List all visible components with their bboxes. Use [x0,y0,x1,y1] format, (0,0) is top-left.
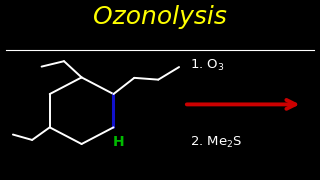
Text: H: H [112,135,124,149]
Text: Ozonolysis: Ozonolysis [93,5,227,29]
Text: 1. $\mathregular{O_3}$: 1. $\mathregular{O_3}$ [190,58,225,73]
Text: 2. $\mathregular{Me_2S}$: 2. $\mathregular{Me_2S}$ [190,135,243,150]
